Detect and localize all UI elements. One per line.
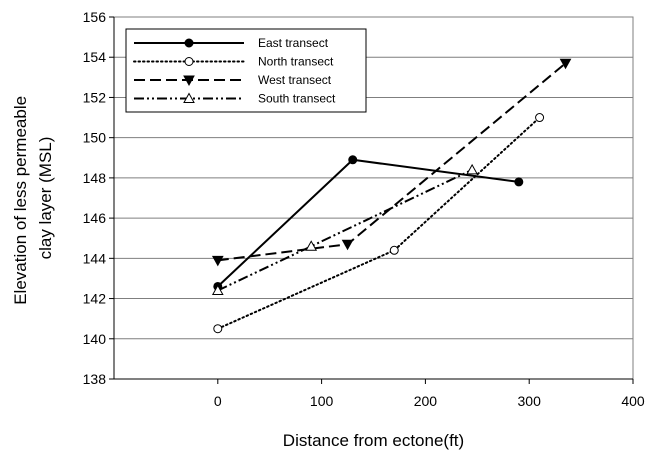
legend-marker-south-transect [183,92,195,103]
legend-label-west-transect: West transect [258,73,332,87]
data-point-west-transect-0 [211,255,224,267]
y-axis-label-line-1: Elevation of less permeable [11,96,30,305]
data-point-south-transect-1 [305,240,318,251]
series-south-transect [211,163,478,296]
axis-labels: Distance from ectone(ft) Elevation of le… [11,91,464,450]
y-tick-label-148: 148 [83,170,107,186]
data-point-west-transect-1 [341,239,354,251]
y-tick-label-156: 156 [83,9,107,25]
legend-marker-west-transect [183,75,195,87]
y-tick-label-154: 154 [83,49,107,65]
legend-label-east-transect: East transect [258,36,329,50]
legend-item-west-transect: West transect [134,73,332,87]
x-tick-label-200: 200 [414,393,438,409]
legend: East transect North transect West transect… [125,28,367,113]
y-tick-label-144: 144 [83,250,107,266]
data-point-east-transect-1 [348,155,358,165]
y-tick-label-146: 146 [83,210,107,226]
series-north-transect [213,113,545,334]
legend-label-north-transect: North transect [258,55,334,69]
legend-item-east-transect: East transect [134,36,329,50]
legend-label-south-transect: South transect [258,92,336,106]
y-tick-label-138: 138 [83,371,107,387]
x-tick-label-100: 100 [310,393,334,409]
series-line-east-transect [217,158,519,288]
legend-marker-east-transect [184,38,194,48]
x-tick-label-300: 300 [518,393,542,409]
series-west-transect [211,58,572,267]
legend-item-south-transect: South transect [134,92,336,106]
x-tick-label-0: 0 [214,393,222,409]
series-group [211,58,572,334]
data-point-east-transect-2 [514,177,524,187]
tick-labels: 138 140 142 144 146 148 150 152 154 156 0 100 200 300… [83,9,645,409]
series-line-north-transect [216,116,541,330]
x-tick-label-400: 400 [621,393,645,409]
y-axis-label: Elevation of less permeable clay layer (… [11,91,55,305]
data-point-north-transect-2 [535,113,545,123]
y-tick-label-142: 142 [83,291,107,307]
data-point-north-transect-1 [389,245,399,255]
legend-item-north-transect: North transect [133,55,334,69]
y-axis-label-line-2: clay layer (MSL) [36,137,55,260]
legend-marker-north-transect [184,57,194,66]
data-point-north-transect-0 [213,324,223,334]
data-point-south-transect-2 [466,163,478,175]
data-point-west-transect-2 [559,58,572,70]
y-tick-label-140: 140 [83,331,107,347]
y-tick-label-150: 150 [83,130,107,146]
axes [109,16,634,384]
data-point-south-transect-0 [211,284,224,296]
y-tick-label-152: 152 [83,89,107,105]
x-axis-label: Distance from ectone(ft) [283,431,464,450]
